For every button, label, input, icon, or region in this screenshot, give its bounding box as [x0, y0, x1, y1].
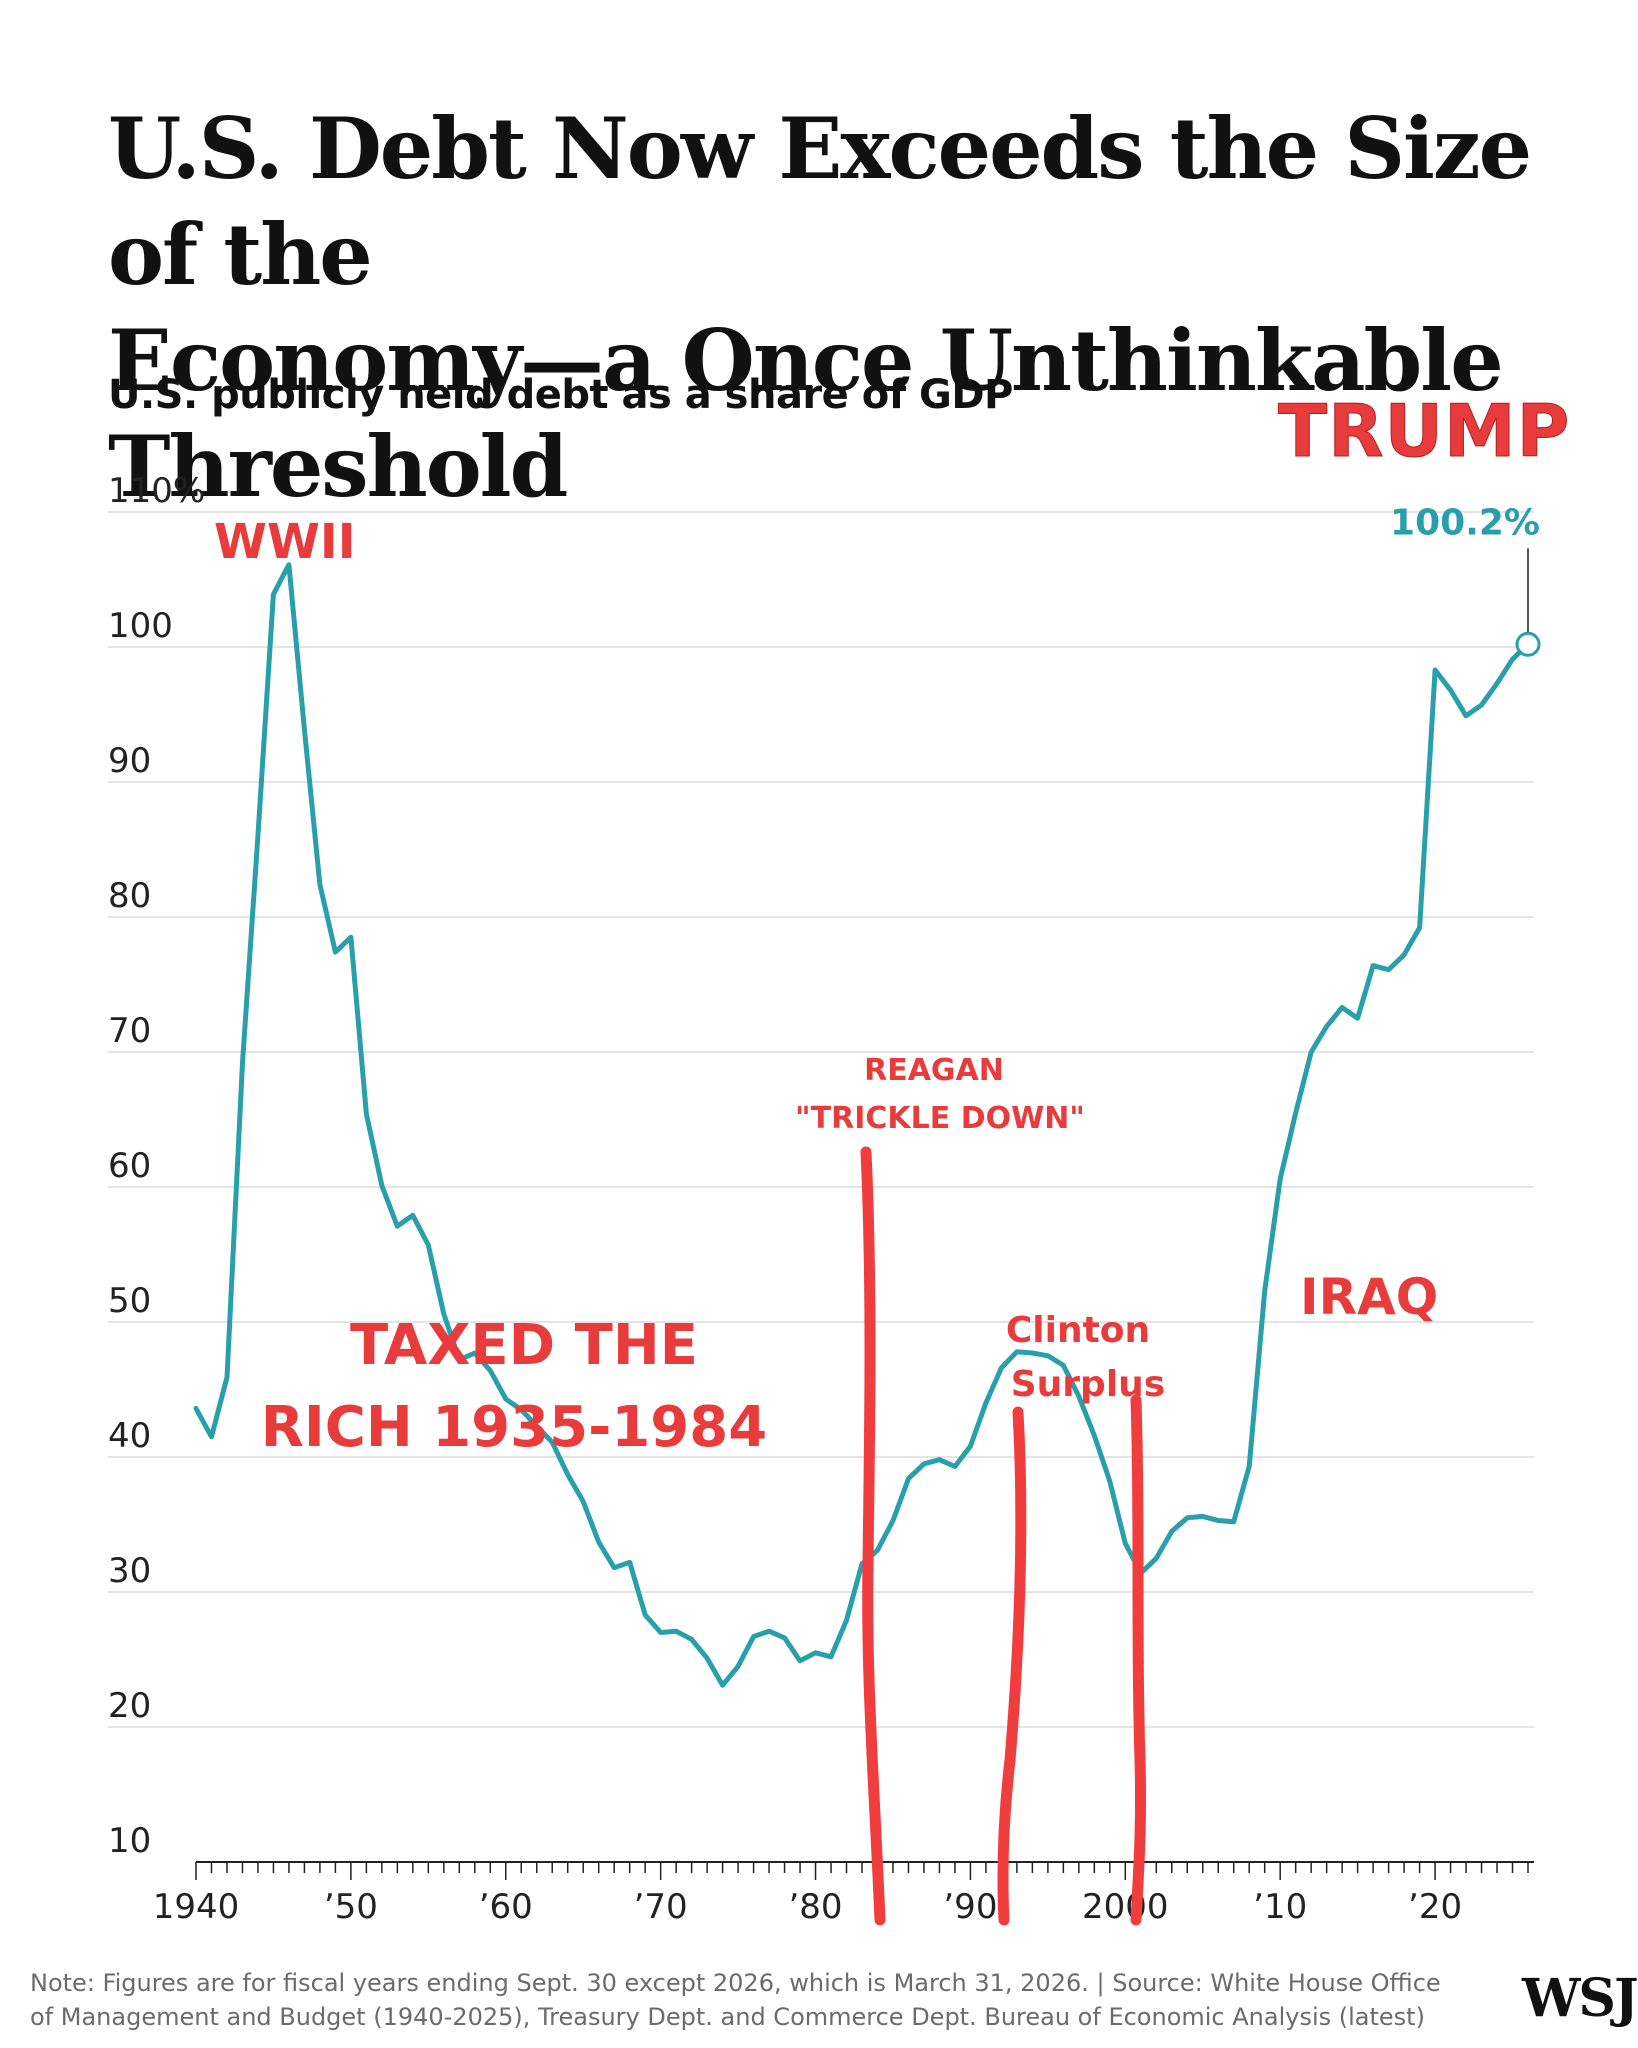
- chart-subtitle: U.S. publicly held debt as a share of GD…: [108, 372, 1013, 418]
- debt-line-chart: 110% 100 90 80 70 60 50 40 30 20 10 1940 ’50 ’60 ’70 ’…: [108, 389, 1570, 1927]
- annotation-surplus: Surplus: [1011, 1364, 1165, 1405]
- gridlines: [108, 511, 1534, 1728]
- y-tick-label: 10: [108, 1821, 151, 1861]
- y-tick-label: 110%: [108, 471, 205, 511]
- annotation-reagan: REAGAN: [864, 1053, 1004, 1088]
- y-tick-label: 100: [108, 606, 173, 646]
- debt-series: [193, 562, 1531, 1688]
- x-tick-label: ’10: [1253, 1887, 1307, 1927]
- debt-series-line: [193, 562, 1531, 1688]
- clinton-start-marker-line: [997, 1406, 1027, 1926]
- title-line-1: U.S. Debt Now Exceeds the Size of the: [108, 99, 1532, 304]
- chart-title: U.S. Debt Now Exceeds the Size of the Ec…: [108, 96, 1588, 520]
- x-tick-label: 2000: [1082, 1887, 1169, 1927]
- note-line-2: of Management and Budget (1940-2025), Tr…: [30, 2003, 1425, 2031]
- x-tick-label: ’80: [788, 1887, 842, 1927]
- y-tick-label: 20: [108, 1686, 151, 1726]
- annotation-trickle-down: "TRICKLE DOWN": [795, 1101, 1085, 1136]
- source-note: Note: Figures are for fiscal years endin…: [30, 1966, 1450, 2034]
- y-tick-label: 60: [108, 1146, 151, 1186]
- end-value-callout: 100.2%: [1390, 502, 1541, 657]
- x-axis-tick-labels: 1940 ’50 ’60 ’70 ’80 ’90 2000 ’10 ’20: [153, 1887, 1462, 1927]
- x-tick-label: ’60: [479, 1887, 533, 1927]
- annotation-wwii: WWII: [214, 514, 356, 570]
- y-tick-label: 50: [108, 1281, 151, 1321]
- y-tick-label: 40: [108, 1416, 151, 1456]
- wsj-logo: WSJ: [1522, 1968, 1638, 2029]
- annotation-iraq: IRAQ: [1300, 1268, 1438, 1326]
- y-axis-tick-labels: 110% 100 90 80 70 60 50 40 30 20 10: [108, 471, 205, 1861]
- y-tick-label: 30: [108, 1551, 151, 1591]
- x-tick-label: ’50: [324, 1887, 378, 1927]
- note-line-1: Note: Figures are for fiscal years endin…: [30, 1969, 1441, 1997]
- x-tick-label: 1940: [153, 1887, 240, 1927]
- x-tick-label: ’70: [634, 1887, 688, 1927]
- y-tick-label: 90: [108, 741, 151, 781]
- x-tick-label: ’90: [943, 1887, 997, 1927]
- annotation-trump: TRUMP: [1278, 389, 1570, 473]
- clinton-end-marker-line: [1130, 1394, 1147, 1926]
- end-value-label: 100.2%: [1390, 502, 1540, 543]
- annotation-clinton: Clinton: [1006, 1310, 1150, 1351]
- end-value-marker: [1515, 631, 1541, 657]
- x-axis: [195, 1861, 1534, 1880]
- annotation-rich-years: RICH 1935-1984: [261, 1395, 767, 1460]
- reagan-marker-line: [860, 1146, 886, 1926]
- title-line-2: Economy—a Once Unthinkable Threshold: [108, 311, 1504, 516]
- annotation-taxed-the: TAXED THE: [350, 1313, 698, 1378]
- annotations: TRUMP WWII REAGAN "TRICKLE DOWN" Clinton…: [214, 389, 1570, 1926]
- x-tick-label: ’20: [1408, 1887, 1462, 1927]
- y-tick-label: 80: [108, 876, 151, 916]
- y-tick-label: 70: [108, 1011, 151, 1051]
